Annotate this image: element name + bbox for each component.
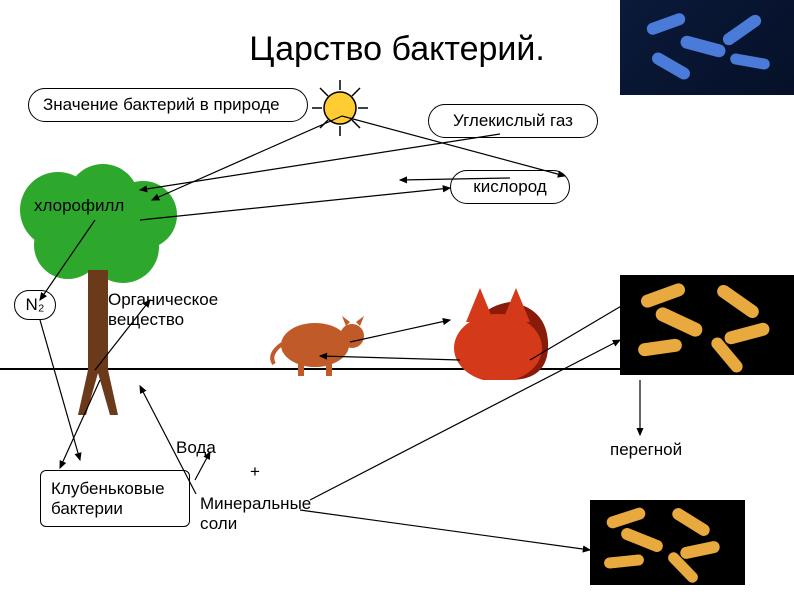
chlorophyll-text: хлорофилл bbox=[34, 196, 124, 216]
oxygen-box: кислород bbox=[450, 170, 570, 204]
cow-icon bbox=[260, 310, 400, 380]
minerals-text: Минеральныесоли bbox=[200, 494, 311, 534]
nodule-box: Клубеньковыебактерии bbox=[40, 470, 190, 527]
bacteria-yellow-bottom-image bbox=[590, 500, 745, 585]
plus-text: + bbox=[250, 462, 260, 482]
decomposer-icon bbox=[430, 280, 570, 380]
bacteria-blue-image bbox=[620, 0, 794, 95]
bacteria-yellow-top-image bbox=[620, 275, 794, 375]
water-text: Вода bbox=[176, 438, 216, 458]
subtitle-box: Значение бактерий в природе bbox=[28, 88, 308, 122]
co2-box: Углекислый газ bbox=[428, 104, 598, 138]
sun-icon bbox=[310, 78, 370, 138]
humus-text: перегной bbox=[610, 440, 682, 460]
